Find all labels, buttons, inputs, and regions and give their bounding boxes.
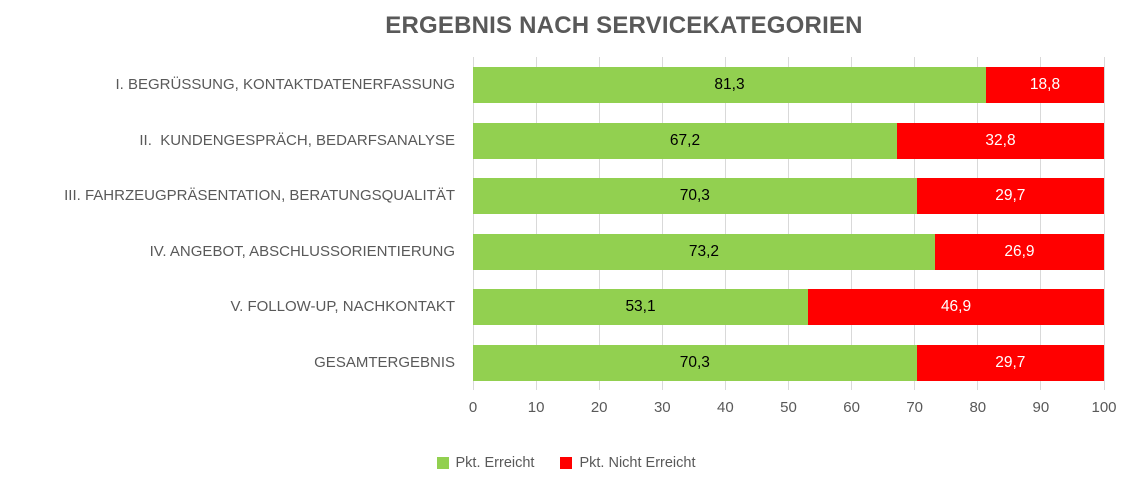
x-tick-label: 90 xyxy=(1032,399,1050,416)
bar-value-label: 46,9 xyxy=(940,298,972,315)
bar-value-label: 26,9 xyxy=(1004,242,1035,260)
bar-value-label: 32,8 xyxy=(985,131,1016,149)
bar-row: 70,3 29,7 xyxy=(473,344,1104,381)
legend-item: Pkt. Nicht Erreicht xyxy=(560,455,696,471)
bar-value-label: 29,7 xyxy=(995,187,1026,204)
bar-row: 70,3 29,7 xyxy=(473,178,1104,214)
gridline xyxy=(977,57,979,390)
x-tick-label: 40 xyxy=(717,399,734,416)
bar-row: 81,3 18,8 xyxy=(473,67,1104,103)
category-label: II. KUNDENGESPRÄCH, BEDARFSANALYSE xyxy=(139,131,455,149)
bar-value-label: 18,8 xyxy=(1029,76,1061,93)
bar-value-label: 70,3 xyxy=(679,353,710,371)
bar-segment-not-achieved: 29,7 xyxy=(916,344,1104,381)
legend-swatch-icon xyxy=(560,457,573,469)
gridline xyxy=(724,57,726,390)
gridline xyxy=(788,57,789,390)
bar-segment-not-achieved: 26,9 xyxy=(934,233,1104,270)
x-tick-label: 80 xyxy=(969,399,987,416)
gridline xyxy=(661,57,663,390)
category-label: GESAMTERGEBNIS xyxy=(314,353,455,371)
chart-title: ERGEBNIS NACH SERVICEKATEGORIEN xyxy=(385,12,863,39)
bar-value-label: 73,2 xyxy=(688,242,720,260)
gridline xyxy=(851,57,853,390)
x-tick-label: 70 xyxy=(906,399,924,416)
category-labels: I. BEGRÜSSUNG, KONTAKTDATENERFASSUNG II. … xyxy=(0,57,455,390)
category-label: III. FAHRZEUGPRÄSENTATION, BERATUNGSQUAL… xyxy=(64,187,455,204)
bar-value-label: 81,3 xyxy=(714,76,745,93)
x-tick-label: 100 xyxy=(1091,399,1117,416)
gridline xyxy=(535,57,537,390)
bar-value-label: 67,2 xyxy=(669,131,701,149)
category-label: IV. ANGEBOT, ABSCHLUSSORIENTIERUNG xyxy=(149,242,455,260)
x-tick-label: 0 xyxy=(468,399,478,416)
x-tick-label: 60 xyxy=(843,399,860,416)
bar-segment-achieved: 53,1 xyxy=(473,289,809,325)
bar-row: 73,2 26,9 xyxy=(473,233,1104,270)
x-tick-label: 30 xyxy=(653,399,671,416)
x-axis: 0 10 20 30 40 50 60 70 80 90 100 xyxy=(469,399,1117,419)
legend-item: Pkt. Erreicht xyxy=(436,455,535,471)
gridline xyxy=(914,57,916,390)
x-tick-label: 10 xyxy=(527,399,545,416)
gridline xyxy=(1040,57,1042,390)
legend-label: Pkt. Nicht Erreicht xyxy=(579,455,696,471)
bar-segment-achieved: 73,2 xyxy=(473,233,935,270)
bar-segment-not-achieved: 32,8 xyxy=(897,122,1104,159)
bar-segment-not-achieved: 29,7 xyxy=(916,178,1104,214)
category-label: V. FOLLOW-UP, NACHKONTAKT xyxy=(230,298,456,315)
bar-segment-achieved: 81,3 xyxy=(473,67,986,103)
legend-label: Pkt. Erreicht xyxy=(455,455,535,471)
gridline xyxy=(598,57,600,390)
gridline xyxy=(472,57,474,390)
bar-value-label: 70,3 xyxy=(679,187,710,204)
bar-segment-not-achieved: 46,9 xyxy=(808,289,1104,325)
x-tick-label: 20 xyxy=(590,399,608,416)
bar-value-label: 53,1 xyxy=(625,298,656,315)
x-tick-label: 50 xyxy=(780,399,797,416)
legend: Pkt. Erreicht Pkt. Nicht Erreicht xyxy=(0,455,1132,471)
bar-segment-achieved: 67,2 xyxy=(473,122,898,159)
bar-value-label: 29,7 xyxy=(995,353,1026,371)
bar-row: 53,1 46,9 xyxy=(473,289,1104,325)
legend-swatch-icon xyxy=(436,457,449,469)
bar-segment-not-achieved: 18,8 xyxy=(986,67,1104,103)
category-label: I. BEGRÜSSUNG, KONTAKTDATENERFASSUNG xyxy=(115,76,456,93)
bar-segment-achieved: 70,3 xyxy=(473,178,917,214)
bar-segment-achieved: 70,3 xyxy=(473,344,917,381)
plot-area: 81,3 18,8 67,2 32,8 70,3 29,7 73,2 26,9 53,1 46,9… xyxy=(472,57,1105,390)
gridline xyxy=(1103,57,1105,390)
bar-row: 67,2 32,8 xyxy=(473,122,1104,159)
